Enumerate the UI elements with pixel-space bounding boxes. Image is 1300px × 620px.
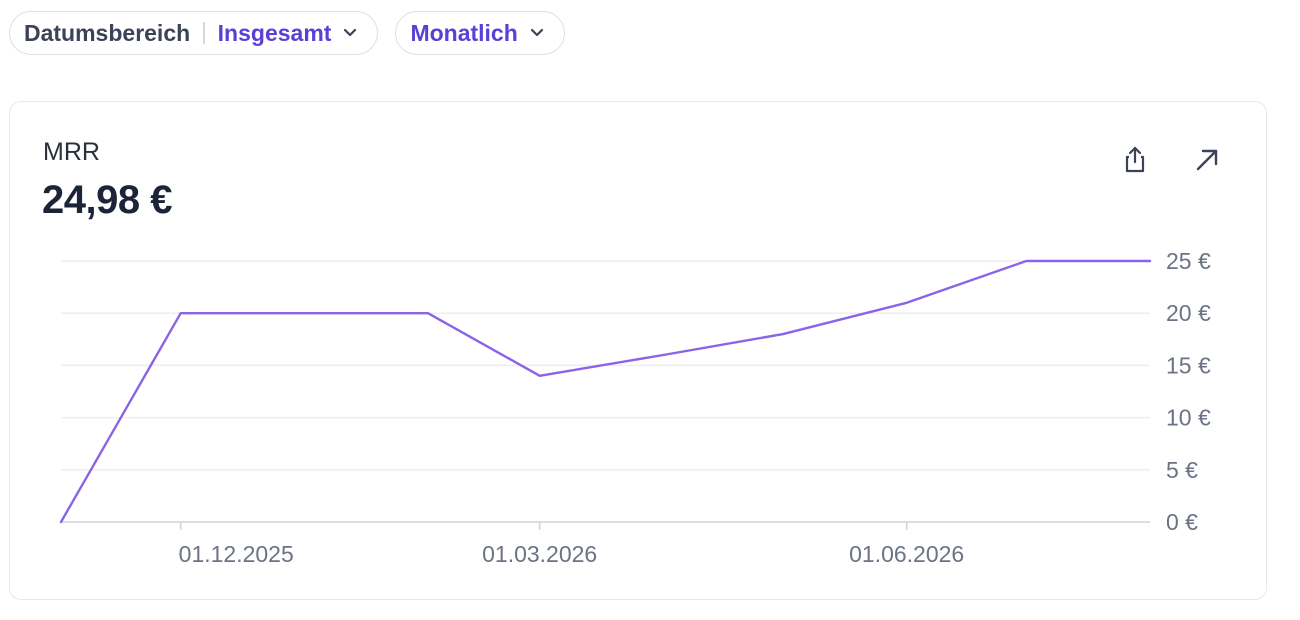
chevron-down-icon xyxy=(530,28,544,38)
share-button[interactable] xyxy=(1119,144,1151,176)
y-tick-label: 20 € xyxy=(1166,300,1211,326)
chevron-down-icon xyxy=(343,28,357,38)
card-title: MRR xyxy=(43,138,100,166)
date-range-value: Insgesamt xyxy=(217,19,332,46)
y-tick-label: 25 € xyxy=(1166,248,1211,274)
y-tick-label: 10 € xyxy=(1166,405,1211,431)
y-tick-label: 15 € xyxy=(1166,352,1211,378)
share-icon xyxy=(1125,146,1145,173)
interval-value: Monatlich xyxy=(410,19,518,46)
arrow-up-right-icon xyxy=(1196,149,1218,171)
date-range-filter[interactable]: Datumsbereich Insgesamt xyxy=(9,11,379,55)
expand-button[interactable] xyxy=(1191,144,1223,176)
date-range-label: Datumsbereich xyxy=(24,19,191,46)
mrr-series-line xyxy=(59,259,1152,524)
y-tick-label: 0 € xyxy=(1166,509,1198,535)
mrr-card: MRR 24,98 € 0 € 5 € 10 € 15 € 20 € 25 € 01.12.… xyxy=(9,101,1267,600)
card-value: 24,98 € xyxy=(42,178,172,222)
filter-bar: Datumsbereich Insgesamt Monatlich xyxy=(9,11,565,55)
y-tick-label: 5 € xyxy=(1166,457,1198,483)
interval-filter[interactable]: Monatlich xyxy=(395,11,565,55)
x-tick-label: 01.12.2025 xyxy=(179,541,294,567)
x-tick-label: 01.06.2026 xyxy=(849,541,964,567)
x-tick-label: 01.03.2026 xyxy=(482,541,597,567)
pill-divider xyxy=(203,22,205,44)
mrr-line-chart: 0 € 5 € 10 € 15 € 20 € 25 € 01.12.2025 01.03.20… xyxy=(59,248,1211,567)
